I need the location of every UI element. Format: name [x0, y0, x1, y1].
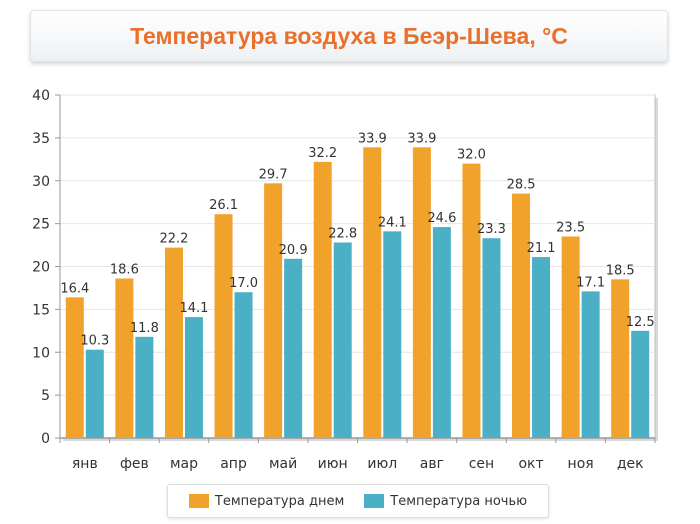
x-tick-label: май: [269, 456, 297, 472]
data-label-night: 24.6: [427, 211, 456, 226]
x-tick-label: апр: [220, 456, 247, 472]
bar-day: [264, 183, 283, 438]
y-tick-label: 25: [32, 217, 50, 233]
bar-night: [482, 238, 501, 438]
x-tick-label: июн: [318, 456, 348, 472]
x-tick-label: ноя: [568, 456, 594, 472]
data-label-night: 12.5: [626, 315, 655, 330]
data-label-night: 20.9: [279, 243, 308, 258]
bar-day: [561, 236, 580, 438]
data-label-day: 23.5: [556, 220, 585, 235]
legend-item-day[interactable]: Температура днем: [188, 493, 345, 509]
y-tick-label: 40: [32, 88, 50, 104]
data-label-night: 11.8: [130, 321, 159, 336]
data-label-day: 26.1: [209, 198, 238, 213]
data-label-day: 33.9: [407, 131, 436, 146]
data-label-day: 28.5: [507, 178, 536, 193]
legend: Температура днем Температура ночью: [167, 484, 549, 518]
x-tick-label: июл: [367, 456, 397, 472]
bar-night: [581, 291, 600, 438]
bar-day: [65, 297, 84, 438]
data-label-night: 14.1: [179, 301, 208, 316]
bar-chart: 0 5 10 15 20 25 30 35 40 янв 16.4 10.3 фев 18.6 11.8 ма…: [32, 88, 658, 472]
data-label-night: 17.0: [229, 276, 258, 291]
data-label-day: 29.7: [259, 167, 288, 182]
x-tick-label: окт: [518, 456, 543, 472]
bar-day: [462, 163, 481, 438]
bar-night: [85, 349, 104, 438]
data-label-night: 10.3: [80, 334, 109, 349]
x-tick-label: сен: [469, 456, 494, 472]
x-tick-label: мар: [170, 456, 198, 472]
y-tick-label: 15: [32, 302, 50, 318]
data-label-day: 16.4: [60, 281, 89, 296]
bar-day: [363, 147, 382, 438]
bar-night: [234, 292, 253, 438]
bar-night: [284, 258, 303, 438]
data-label-day: 18.6: [110, 263, 139, 278]
x-tick-label: янв: [72, 456, 98, 472]
data-label-night: 24.1: [378, 215, 407, 230]
x-tick-label: авг: [420, 456, 444, 472]
bar-day: [412, 147, 431, 438]
bar-day: [214, 214, 233, 438]
legend-label-night: Температура ночью: [390, 493, 528, 509]
data-label-day: 32.2: [308, 146, 337, 161]
data-label-day: 33.9: [358, 131, 387, 146]
bar-day: [512, 193, 531, 438]
data-label-night: 22.8: [328, 226, 357, 241]
y-tick-label: 20: [32, 260, 50, 276]
bar-night: [383, 231, 402, 438]
x-tick-label: фев: [120, 456, 149, 472]
bar-night: [333, 242, 352, 438]
legend-swatch-night: [364, 494, 385, 508]
bar-night: [184, 317, 203, 438]
y-tick-label: 0: [41, 431, 50, 447]
y-tick-label: 5: [41, 388, 50, 404]
bar-day: [164, 247, 183, 438]
bar-night: [631, 330, 650, 438]
x-tick-label: дек: [617, 456, 644, 472]
bar-day: [313, 161, 332, 438]
bar-day: [115, 278, 134, 438]
bar-night: [532, 257, 551, 438]
bar-day: [611, 279, 630, 438]
y-tick-label: 35: [32, 131, 50, 147]
legend-swatch-day: [188, 494, 209, 508]
y-tick-label: 30: [32, 174, 50, 190]
data-label-day: 22.2: [159, 232, 188, 247]
legend-label-day: Температура днем: [214, 493, 345, 509]
chart-title: Температура воздуха в Беэр-Шева, °С: [130, 22, 568, 49]
bar-night: [432, 227, 451, 438]
bar-night: [135, 336, 154, 438]
data-label-day: 32.0: [457, 148, 486, 163]
y-tick-label: 10: [32, 345, 50, 361]
data-label-day: 18.5: [606, 263, 635, 278]
legend-item-night[interactable]: Температура ночью: [364, 494, 527, 509]
data-label-night: 17.1: [576, 275, 605, 290]
data-label-night: 23.3: [477, 222, 506, 237]
data-label-night: 21.1: [527, 241, 556, 256]
chart-title-box: Температура воздуха в Беэр-Шева, °С: [30, 10, 668, 62]
